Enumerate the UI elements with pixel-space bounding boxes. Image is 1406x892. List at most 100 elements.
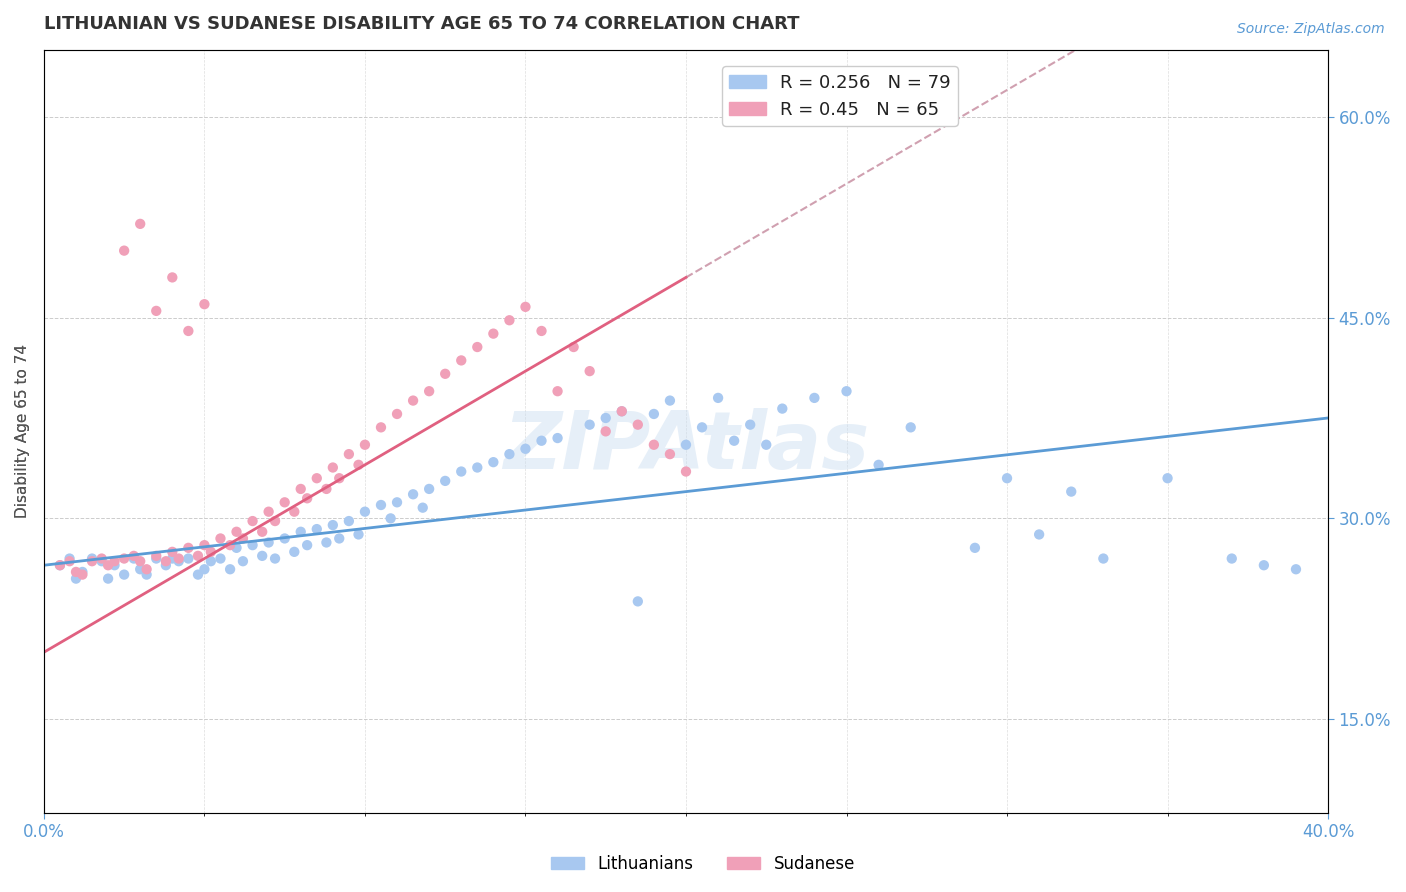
Point: [90, 554, 112, 568]
Point: [72, 565, 94, 579]
Point: [770, 401, 793, 416]
Point: [295, 491, 318, 506]
Point: [595, 425, 617, 439]
Point: [162, 545, 184, 559]
Point: [49, 558, 72, 573]
Point: [658, 393, 681, 408]
Point: [755, 438, 778, 452]
Point: [273, 495, 295, 509]
Point: [562, 340, 585, 354]
Point: [155, 554, 177, 568]
Point: [465, 460, 488, 475]
Point: [283, 505, 305, 519]
Point: [273, 532, 295, 546]
Legend: R = 0.256   N = 79, R = 0.45   N = 65: R = 0.256 N = 79, R = 0.45 N = 65: [723, 67, 957, 126]
Point: [200, 554, 222, 568]
Point: [145, 551, 167, 566]
Point: [658, 447, 681, 461]
Point: [347, 458, 370, 472]
Point: [675, 438, 697, 452]
Point: [135, 562, 157, 576]
Point: [370, 420, 392, 434]
Point: [450, 465, 472, 479]
Point: [643, 407, 665, 421]
Point: [1092, 551, 1115, 566]
Point: [167, 551, 190, 566]
Point: [963, 541, 986, 555]
Point: [193, 562, 215, 576]
Point: [112, 567, 135, 582]
Point: [290, 482, 312, 496]
Point: [90, 551, 112, 566]
Point: [337, 447, 360, 461]
Point: [257, 505, 280, 519]
Point: [547, 384, 569, 399]
Point: [209, 532, 232, 546]
Point: [337, 514, 360, 528]
Point: [1028, 527, 1050, 541]
Point: [315, 482, 337, 496]
Point: [418, 384, 440, 399]
Point: [219, 562, 242, 576]
Point: [322, 518, 344, 533]
Point: [803, 391, 825, 405]
Point: [200, 545, 222, 559]
Point: [1156, 471, 1178, 485]
Point: [209, 551, 232, 566]
Point: [530, 324, 553, 338]
Point: [167, 554, 190, 568]
Point: [129, 217, 152, 231]
Point: [305, 522, 328, 536]
Text: Source: ZipAtlas.com: Source: ZipAtlas.com: [1237, 22, 1385, 37]
Point: [595, 411, 617, 425]
Point: [515, 300, 537, 314]
Point: [250, 524, 273, 539]
Point: [112, 244, 135, 258]
Point: [177, 324, 200, 338]
Point: [193, 538, 215, 552]
Point: [465, 340, 488, 354]
Point: [547, 431, 569, 445]
Point: [65, 565, 87, 579]
Point: [177, 551, 200, 566]
Point: [354, 438, 377, 452]
Point: [135, 567, 157, 582]
Point: [482, 455, 505, 469]
Point: [347, 527, 370, 541]
Point: [723, 434, 745, 448]
Point: [610, 404, 633, 418]
Point: [385, 407, 408, 421]
Point: [290, 524, 312, 539]
Point: [530, 434, 553, 448]
Point: [103, 558, 125, 573]
Text: LITHUANIAN VS SUDANESE DISABILITY AGE 65 TO 74 CORRELATION CHART: LITHUANIAN VS SUDANESE DISABILITY AGE 65…: [44, 15, 800, 33]
Point: [627, 417, 650, 432]
Point: [65, 572, 87, 586]
Point: [264, 551, 287, 566]
Point: [515, 442, 537, 456]
Point: [264, 514, 287, 528]
Point: [370, 498, 392, 512]
Point: [434, 367, 457, 381]
Point: [690, 420, 713, 434]
Point: [129, 562, 152, 576]
Point: [145, 549, 167, 563]
Point: [627, 594, 650, 608]
Point: [835, 384, 858, 399]
Point: [177, 541, 200, 555]
Point: [305, 471, 328, 485]
Point: [380, 511, 402, 525]
Point: [97, 558, 120, 573]
Point: [1285, 562, 1308, 576]
Point: [219, 538, 242, 552]
Point: [1060, 484, 1083, 499]
Point: [225, 524, 247, 539]
Point: [900, 420, 922, 434]
Text: ZIPAtlas: ZIPAtlas: [503, 408, 869, 485]
Point: [250, 549, 273, 563]
Point: [145, 304, 167, 318]
Point: [72, 567, 94, 582]
Point: [498, 313, 520, 327]
Point: [155, 558, 177, 573]
Point: [187, 567, 209, 582]
